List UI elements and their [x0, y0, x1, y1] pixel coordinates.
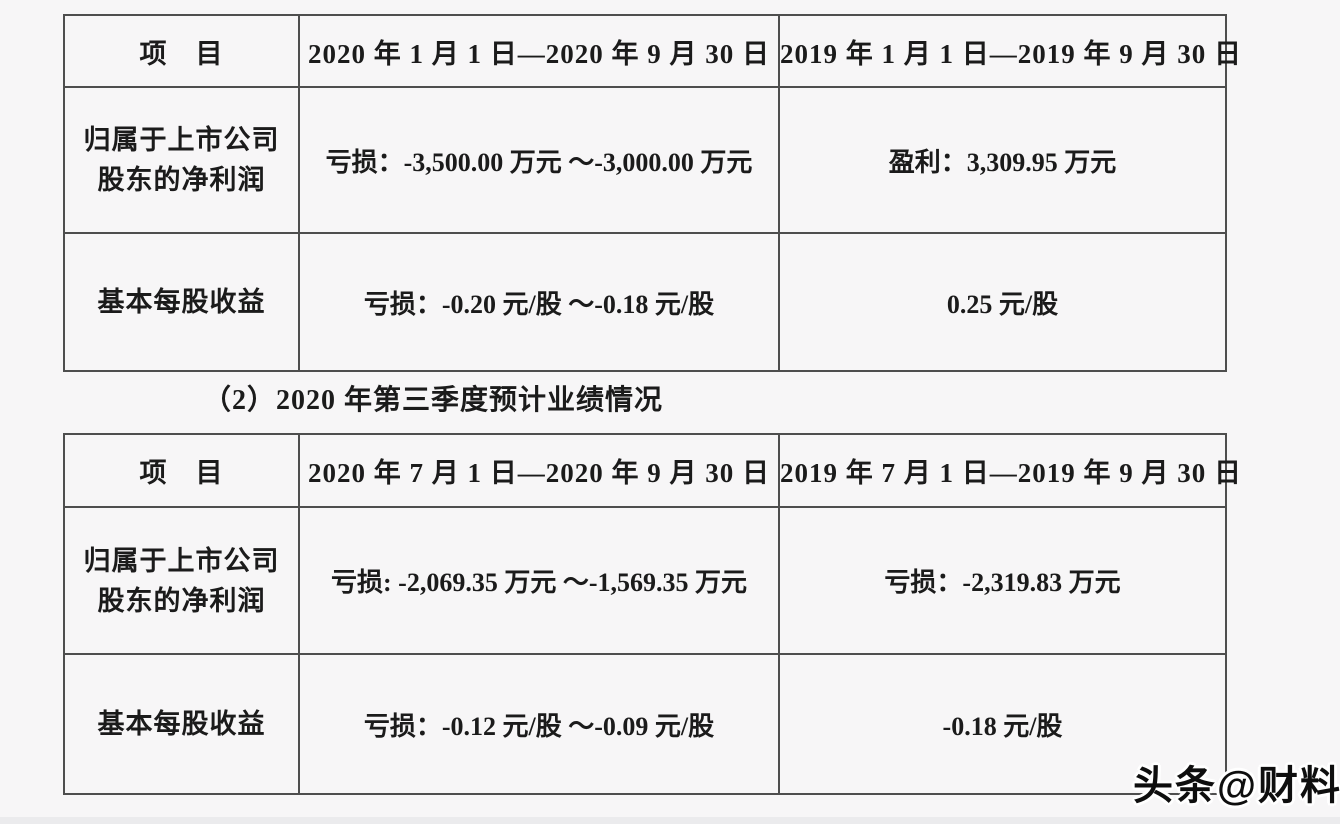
bottom-edge-strip [0, 817, 1340, 824]
performance-table-q3: 项 目 2020 年 7 月 1 日—2020 年 9 月 30 日 2019 … [63, 433, 1241, 795]
table-row-net-profit: 归属于上市公司 股东的净利润 亏损：-3,500.00 万元 ～-3,000.00… [63, 86, 1227, 234]
net-profit-2020-ytd: 亏损：-3,500.00 万元 ～-3,000.00 万元 [298, 86, 780, 234]
net-profit-2020-q3: 亏损: -2,069.35 万元 ～-1,569.35 万元 [298, 506, 780, 655]
net-profit-2019-q3: 亏损：-2,319.83 万元 [778, 506, 1227, 655]
performance-table-ytd: 项 目 2020 年 1 月 1 日—2020 年 9 月 30 日 2019 … [63, 14, 1241, 372]
eps-2020-q3: 亏损：-0.12 元/股 ～-0.09 元/股 [298, 653, 780, 795]
net-profit-label: 归属于上市公司 股东的净利润 [63, 506, 300, 655]
header-period-2019-ytd: 2019 年 1 月 1 日—2019 年 9 月 30 日 [778, 14, 1241, 88]
eps-2019-ytd: 0.25 元/股 [778, 232, 1227, 372]
header-item: 项 目 [63, 14, 300, 88]
table-header-row: 项 目 2020 年 1 月 1 日—2020 年 9 月 30 日 2019 … [63, 14, 1241, 88]
eps-label: 基本每股收益 [63, 232, 300, 372]
header-item: 项 目 [63, 433, 300, 508]
header-period-2020-ytd: 2020 年 1 月 1 日—2020 年 9 月 30 日 [298, 14, 780, 88]
eps-2020-ytd: 亏损：-0.20 元/股 ～-0.18 元/股 [298, 232, 780, 372]
header-period-2020-q3: 2020 年 7 月 1 日—2020 年 9 月 30 日 [298, 433, 780, 508]
eps-label: 基本每股收益 [63, 653, 300, 795]
table-row-net-profit: 归属于上市公司 股东的净利润 亏损: -2,069.35 万元 ～-1,569.3… [63, 506, 1227, 655]
net-profit-2019-ytd: 盈利：3,309.95 万元 [778, 86, 1227, 234]
header-period-2019-q3: 2019 年 7 月 1 日—2019 年 9 月 30 日 [778, 433, 1241, 508]
toutiao-watermark: 头条@财料 [1133, 764, 1340, 808]
net-profit-label: 归属于上市公司 股东的净利润 [63, 86, 300, 234]
eps-2019-q3: -0.18 元/股 [778, 653, 1227, 795]
table-row-eps: 基本每股收益 亏损：-0.20 元/股 ～-0.18 元/股 0.25 元/股 [63, 232, 1227, 372]
section-heading-q3: （2）2020 年第三季度预计业绩情况 [203, 385, 664, 416]
table-row-eps: 基本每股收益 亏损：-0.12 元/股 ～-0.09 元/股 -0.18 元/股 [63, 653, 1227, 795]
table-header-row: 项 目 2020 年 7 月 1 日—2020 年 9 月 30 日 2019 … [63, 433, 1241, 508]
